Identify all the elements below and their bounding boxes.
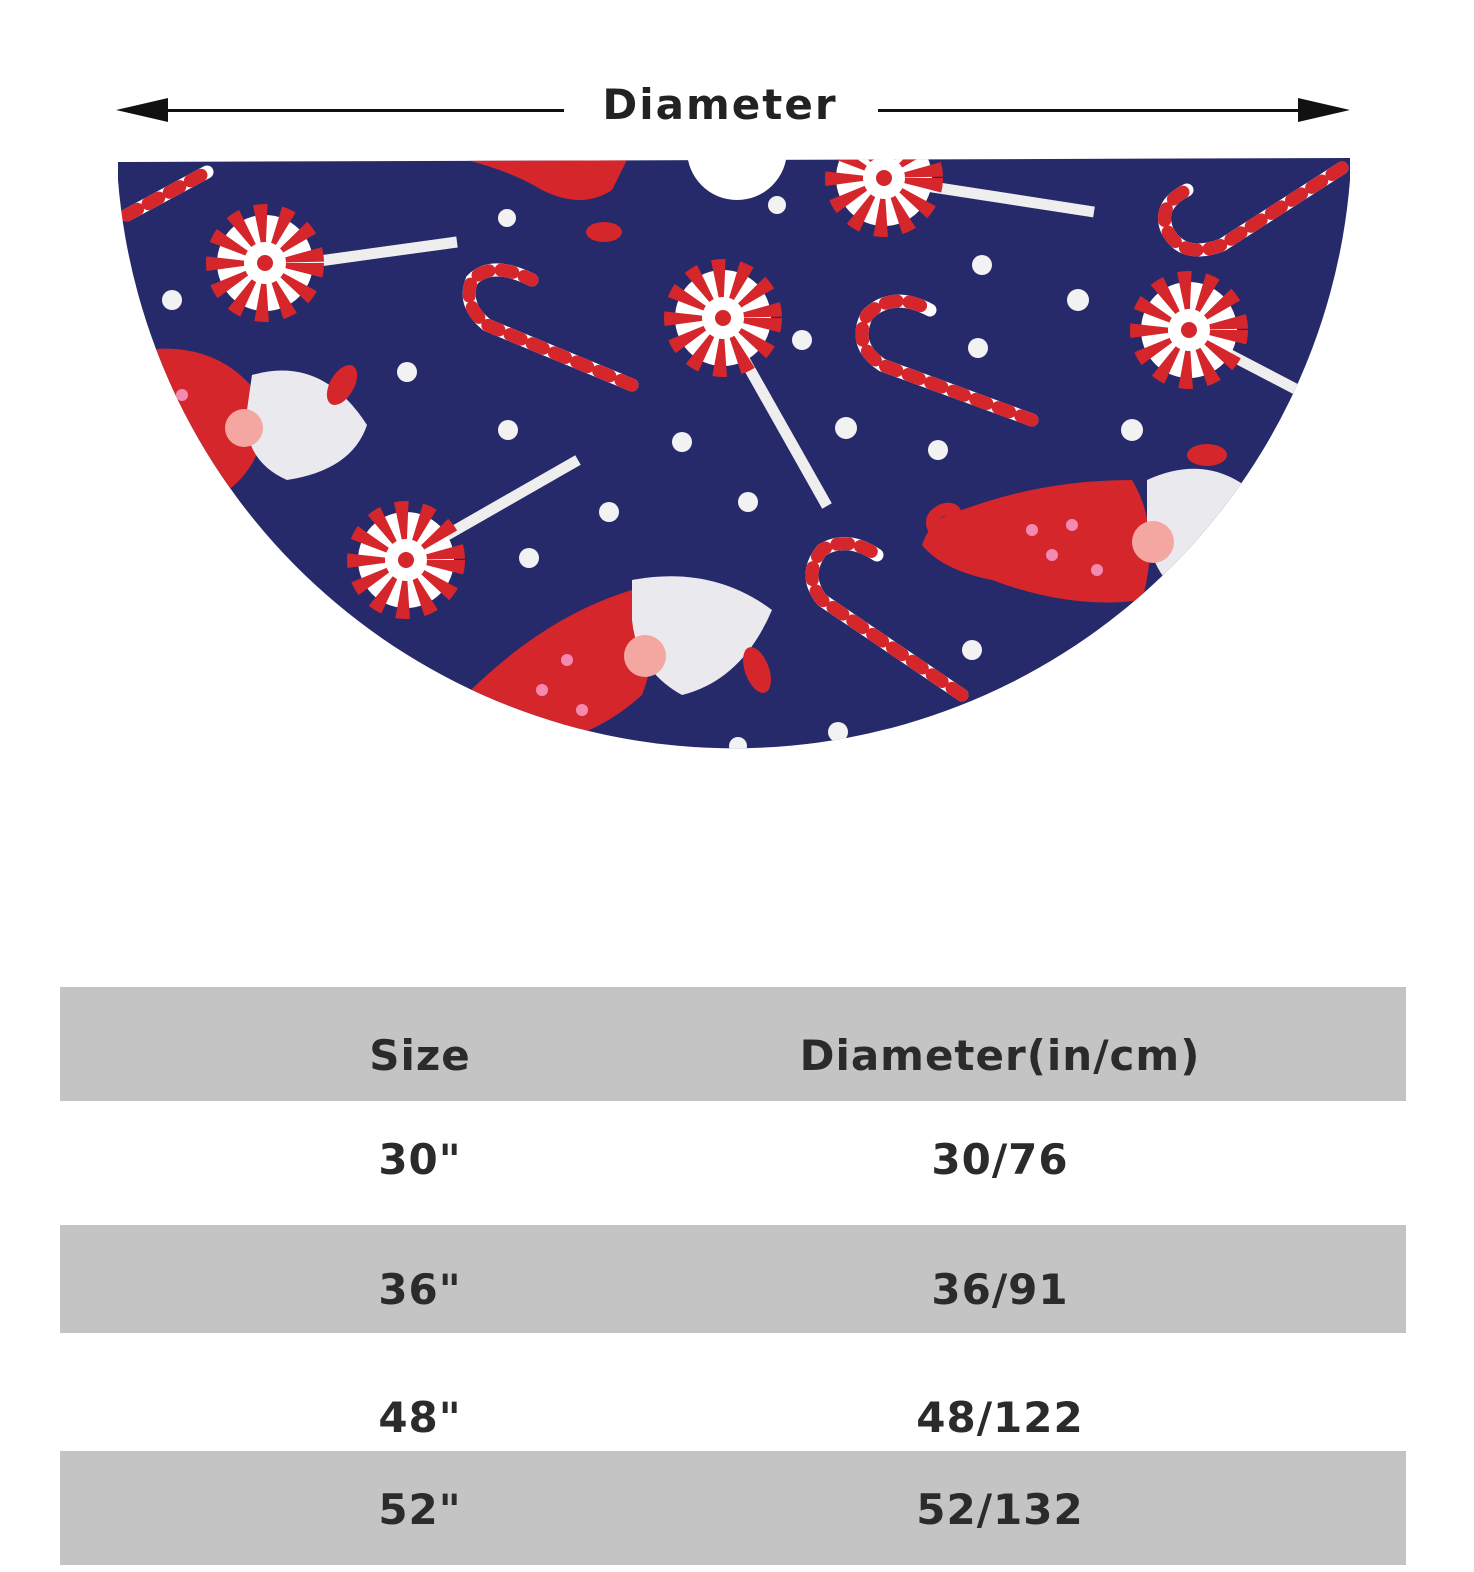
table-row: 48" 48/122 [60,1333,1406,1451]
size-cell: 30" [378,1135,462,1184]
table-row: 52" 52/132 [60,1451,1406,1565]
size-cell: 36" [378,1265,462,1314]
diameter-cell: 48/122 [916,1393,1084,1442]
header-size: Size [369,1031,471,1080]
diameter-cell: 36/91 [931,1265,1069,1314]
size-cell: 48" [378,1393,462,1442]
table-row: 36" 36/91 [60,1225,1406,1333]
arrow-right-icon [1298,98,1350,122]
diameter-cell: 30/76 [931,1135,1069,1184]
diameter-label: Diameter [602,80,838,129]
tree-skirt-image [118,150,1350,749]
dimension-line-left [150,109,564,112]
table-header-row: Size Diameter(in/cm) [60,987,1406,1101]
diameter-cell: 52/132 [916,1485,1084,1534]
size-cell: 52" [378,1485,462,1534]
table-row: 30" 30/76 [60,1101,1406,1225]
dimension-line-right [878,109,1308,112]
header-diameter: Diameter(in/cm) [799,1031,1201,1080]
